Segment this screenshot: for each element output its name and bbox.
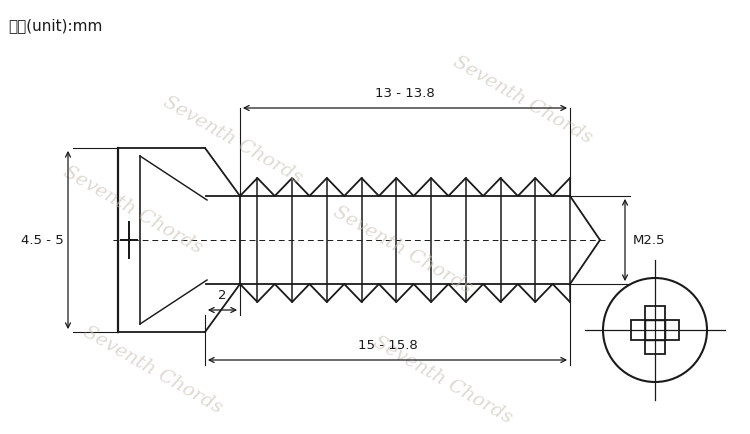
Text: Seventh Chords: Seventh Chords [80,323,226,417]
Bar [631,320,679,340]
Text: Seventh Chords: Seventh Chords [160,93,305,187]
Bar [645,306,665,354]
Text: Seventh Chords: Seventh Chords [60,163,206,257]
Text: 2: 2 [218,289,226,302]
Text: 4.5 - 5: 4.5 - 5 [21,233,64,247]
Text: Seventh Chords: Seventh Chords [330,203,476,297]
Bar [645,320,665,340]
Text: 13 - 13.8: 13 - 13.8 [375,87,435,100]
Text: Seventh Chords: Seventh Chords [450,53,596,147]
Text: 15 - 15.8: 15 - 15.8 [358,339,417,352]
Text: M2.5: M2.5 [633,233,665,247]
Text: 单位(unit):mm: 单位(unit):mm [8,18,102,33]
Text: Seventh Chords: Seventh Chords [370,333,515,427]
